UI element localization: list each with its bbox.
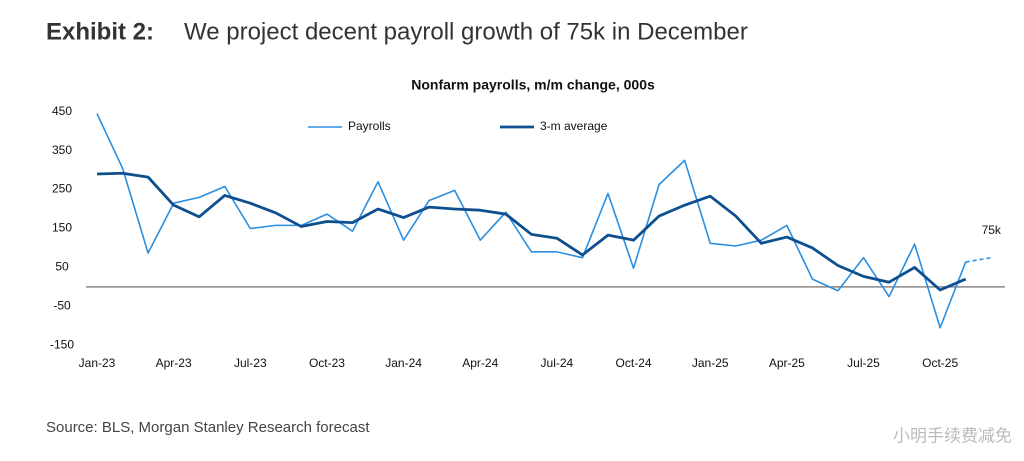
series-line [96,171,967,292]
x-tick-label: Jan-25 [692,356,729,370]
forecast-line [965,256,992,263]
headline: We project decent payroll growth of 75k … [184,18,748,45]
source: Source: BLS, Morgan Stanley Research for… [46,419,370,436]
y-tick-label: 150 [52,221,72,235]
x-tick-label: Jul-23 [234,356,267,370]
series-line [96,113,967,329]
x-tick-label: Jul-25 [847,356,880,370]
x-tick-label: Oct-24 [616,356,652,370]
forecast-label: 75k [982,223,1002,237]
y-tick-label: 50 [55,260,69,274]
y-tick-label: 450 [52,104,72,118]
x-tick-label: Jul-24 [541,356,574,370]
watermark: 小明手续费减免 [893,426,1012,445]
chart-title: Nonfarm payrolls, m/m change, 000s [411,77,655,93]
y-tick-label: -150 [50,337,74,351]
legend-label: 3-m average [540,119,608,133]
y-tick-label: 250 [52,182,72,196]
x-tick-label: Apr-24 [462,356,498,370]
y-tick-label: 350 [52,143,72,157]
x-tick-label: Apr-23 [156,356,192,370]
x-tick-label: Jan-24 [385,356,422,370]
x-tick-label: Oct-25 [922,356,958,370]
exhibit-label: Exhibit 2: [46,18,154,45]
x-tick-label: Oct-23 [309,356,345,370]
legend-label: Payrolls [348,119,391,133]
x-tick-label: Apr-25 [769,356,805,370]
y-tick-label: -50 [53,299,71,313]
x-tick-label: Jan-23 [79,356,116,370]
